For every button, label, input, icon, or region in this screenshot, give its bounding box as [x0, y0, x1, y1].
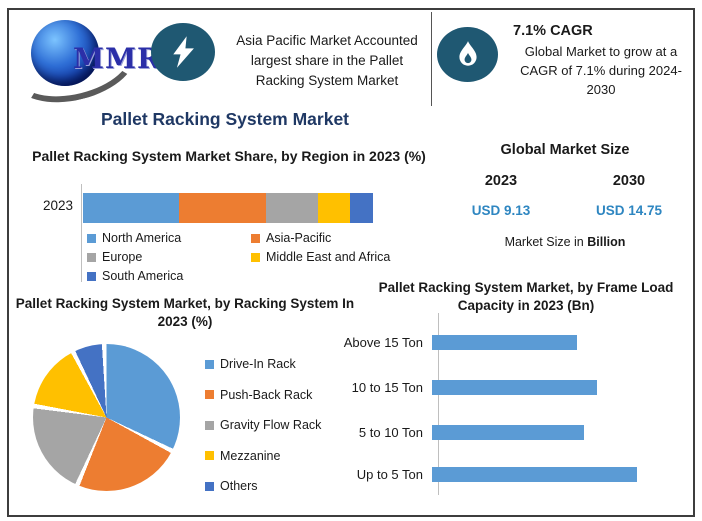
region-y-label: 2023 — [42, 198, 73, 213]
capacity-label: Above 15 Ton — [343, 335, 423, 350]
region-bar-segment-europe — [265, 193, 318, 223]
region-bar-segment-asia-pacific — [178, 193, 266, 223]
cagr-text-line: 2030 — [586, 82, 616, 97]
region-chart-axis — [81, 184, 82, 282]
capacity-label: Up to 5 Ton — [356, 467, 423, 482]
capacity-bar-track — [432, 425, 683, 440]
legend-swatch — [251, 252, 260, 262]
region-legend: North America Asia-Pacific Europe Middle… — [87, 231, 461, 283]
market-size-panel: Global Market Size 2023 2030 USD 9.13 US… — [437, 142, 693, 249]
header-divider — [431, 12, 432, 106]
legend-item: Mezzanine — [205, 449, 321, 463]
legend-swatch — [205, 451, 214, 460]
legend-swatch — [205, 359, 214, 369]
card-frame: MMR Asia Pacific Market Accounted larges… — [4, 8, 695, 517]
region-bar-segment-middle-east-africa — [317, 193, 350, 223]
capacity-bar-track — [432, 467, 683, 482]
capacity-row: Above 15 Ton — [314, 335, 683, 350]
capacity-bar-track — [432, 335, 683, 350]
region-stacked-bar — [83, 193, 374, 223]
bolt-badge — [151, 23, 215, 81]
market-size-note-unit: Billion — [587, 235, 626, 249]
market-size-title: Global Market Size — [500, 142, 630, 158]
flame-icon — [458, 40, 477, 66]
lightning-icon — [173, 36, 194, 68]
header-highlight-line: Asia Pacific Market Accounted — [236, 33, 418, 48]
legend-swatch — [87, 271, 96, 281]
capacity-bar — [432, 335, 578, 350]
capacity-label: 5 to 10 Ton — [358, 425, 423, 440]
cagr-text-line: Global Market to grow at a — [524, 44, 678, 59]
mmr-logo: MMR — [4, 12, 167, 115]
flame-badge — [437, 27, 498, 82]
header-highlight-line: largest share in the Pallet — [250, 53, 404, 68]
market-size-value-start: USD 9.13 — [471, 203, 531, 218]
pie-legend: Drive-In Rack Push-Back Rack Gravity Flo… — [205, 357, 321, 493]
region-chart-title: Pallet Racking System Market Share, by R… — [32, 148, 426, 164]
legend-label: Others — [220, 479, 258, 493]
legend-item: Asia-Pacific — [251, 231, 461, 245]
legend-swatch — [87, 252, 96, 262]
legend-label: South America — [102, 269, 184, 283]
capacity-label: 10 to 15 Ton — [351, 380, 423, 395]
legend-label: Middle East and Africa — [266, 250, 391, 264]
logo-text: MMR — [73, 42, 162, 75]
market-size-value-end: USD 14.75 — [595, 203, 663, 218]
legend-label: Push-Back Rack — [220, 387, 313, 402]
legend-swatch — [205, 481, 214, 491]
pie-chart — [33, 344, 180, 491]
legend-swatch — [251, 233, 260, 243]
cagr-text: Global Market to grow at a CAGR of 7.1% … — [507, 42, 695, 99]
capacity-bar — [432, 380, 598, 395]
capacity-bar — [432, 425, 584, 440]
globe-icon — [31, 20, 99, 86]
legend-label: Europe — [102, 250, 143, 264]
header-highlight-line: Racking System Market — [255, 73, 399, 88]
region-bar-segment-north-america — [83, 193, 179, 223]
legend-item: North America — [87, 231, 251, 245]
cagr-block: 7.1% CAGR Global Market to grow at a CAG… — [507, 23, 695, 99]
legend-item: Others — [205, 479, 321, 493]
header-highlight: Asia Pacific Market Accounted largest sh… — [221, 31, 433, 91]
page-title: Pallet Racking System Market — [100, 109, 350, 129]
legend-label: Drive-In Rack — [220, 357, 296, 371]
capacity-chart-title: Pallet Racking System Market, by Frame L… — [378, 280, 674, 313]
market-size-year-start: 2023 — [484, 173, 518, 189]
legend-item: South America — [87, 269, 251, 283]
legend-item: Europe — [87, 250, 251, 264]
legend-swatch — [205, 390, 214, 399]
market-size-note-prefix: Market Size in — [504, 235, 588, 249]
legend-label: Mezzanine — [220, 448, 281, 463]
legend-item: Gravity Flow Rack — [205, 418, 321, 432]
capacity-row: 10 to 15 Ton — [314, 380, 683, 395]
market-size-year-end: 2030 — [612, 173, 646, 189]
capacity-row: Up to 5 Ton — [314, 467, 683, 482]
legend-label: Asia-Pacific — [266, 231, 332, 245]
legend-item: Push-Back Rack — [205, 388, 321, 402]
capacity-chart-axis — [438, 313, 439, 495]
legend-label: North America — [102, 231, 182, 245]
pie-chart-title: Pallet Racking System Market, by Racking… — [15, 296, 355, 329]
legend-swatch — [87, 233, 96, 243]
legend-label: Gravity Flow Rack — [220, 418, 322, 432]
legend-item: Drive-In Rack — [205, 357, 321, 371]
cagr-title: 7.1% CAGR — [513, 23, 593, 39]
legend-item: Middle East and Africa — [251, 250, 461, 264]
legend-swatch — [205, 420, 214, 430]
region-bar-segment-south-america — [349, 193, 374, 223]
cagr-text-line: CAGR of 7.1% during 2024- — [520, 63, 682, 78]
capacity-row: 5 to 10 Ton — [314, 425, 683, 440]
capacity-bar — [432, 467, 637, 482]
market-size-note: Market Size in Billion — [437, 235, 693, 249]
capacity-bar-track — [432, 380, 683, 395]
